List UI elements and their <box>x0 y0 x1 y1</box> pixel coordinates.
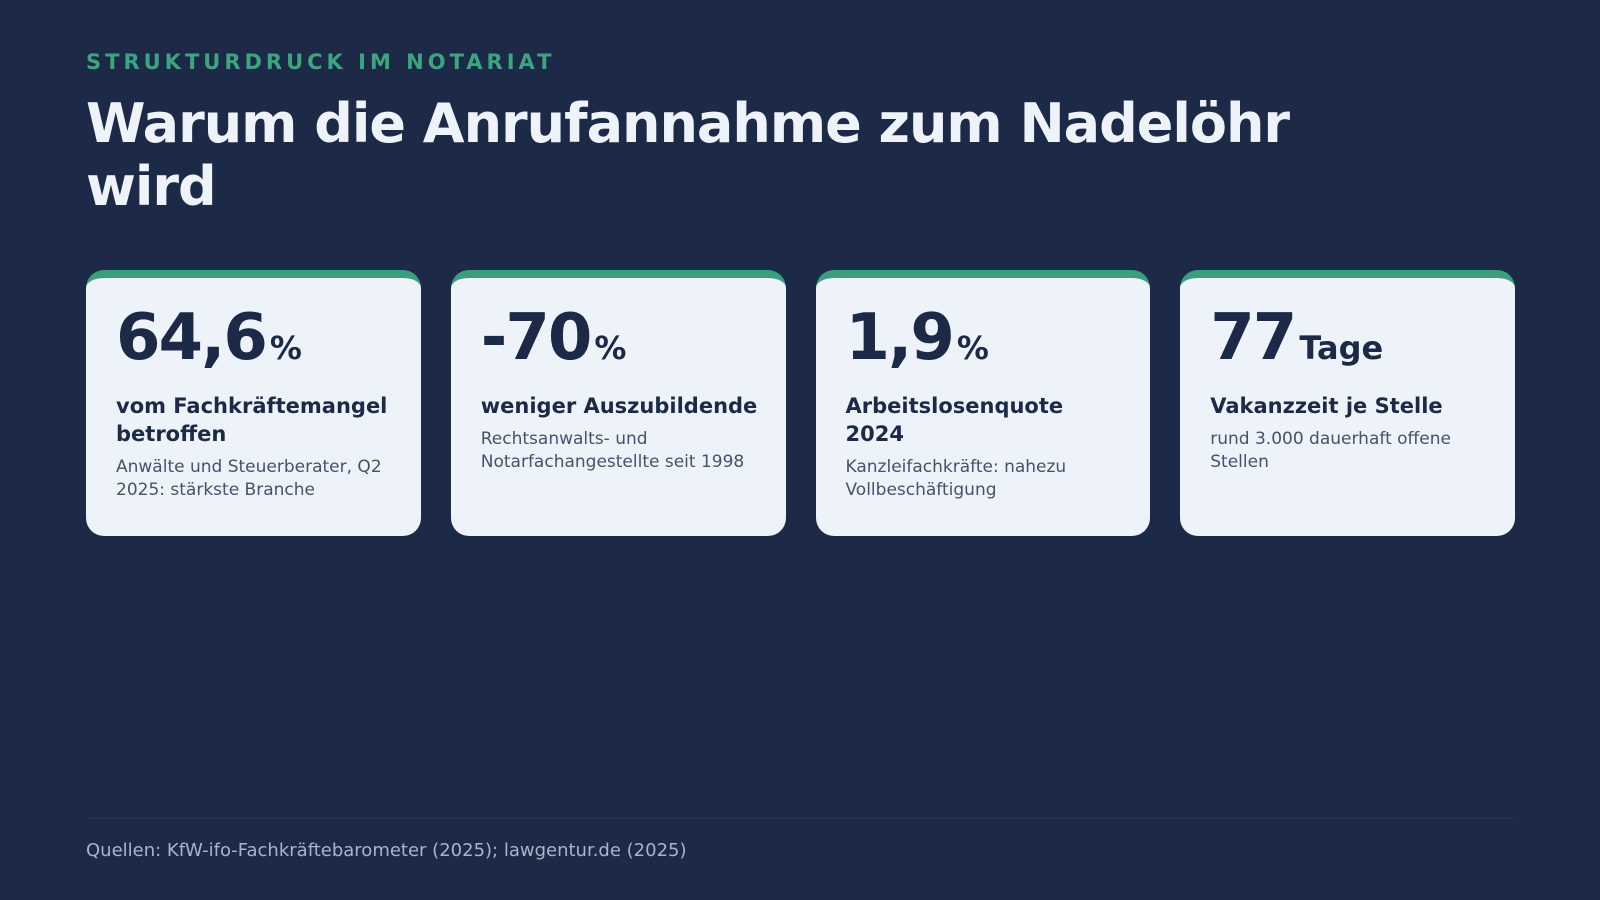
divider <box>86 818 1515 819</box>
stat-value: 77 <box>1210 301 1297 375</box>
stat-description: Kanzleifachkräfte: nahezu Vollbeschäftig… <box>845 457 1067 500</box>
stat-card: -70% weniger Auszubildende Rechtsanwalts- … <box>450 270 786 536</box>
stat-description: rund 3.000 dauerhaft offene Stellen <box>1210 429 1451 472</box>
stat-label: vom Fachkräftemangel betroffen <box>116 394 388 446</box>
stat-card: 64,6% vom Fachkräftemangel betroffen Anwäl… <box>86 270 421 536</box>
stat-label: Vakanzzeit je Stelle <box>1210 394 1443 418</box>
stat-card: 1,9% Arbeitslosenquote 2024 Kanzleifachkrä… <box>815 270 1151 536</box>
stat-unit: % <box>594 329 627 367</box>
card-row: 64,6% vom Fachkräftemangel betroffen Anwäl… <box>86 270 1515 536</box>
title: Warum die Anrufannahme zum Nadelöhr wird <box>86 92 1290 218</box>
stat-figure: 77 Tage <box>1210 300 1487 386</box>
stat-label: weniger Auszubildende <box>480 394 758 418</box>
stat-figure: -70% <box>481 300 758 386</box>
stat-unit: % <box>956 329 989 367</box>
stat-value: 64,6 <box>116 301 268 375</box>
stat-description: Anwälte und Steuerberater, Q2 2025: stär… <box>116 457 382 500</box>
stat-value: -70 <box>480 301 593 375</box>
stat-value: 1,9 <box>845 301 955 375</box>
stat-figure: 1,9% <box>846 300 1123 386</box>
stat-figure: 64,6% <box>116 300 393 386</box>
sources: Quellen: KfW-ifo-Fachkräftebarometer (20… <box>86 840 687 861</box>
stat-unit: % <box>269 329 302 367</box>
stat-label: Arbeitslosenquote 2024 <box>845 394 1064 446</box>
stat-card: 77 Tage Vakanzzeit je Stelle rund 3.000 dau… <box>1180 270 1515 536</box>
eyebrow: STRUKTURDRUCK IM NOTARIAT <box>86 50 556 74</box>
stat-description: Rechtsanwalts- und Notarfachangestellte … <box>480 429 745 472</box>
stat-unit: Tage <box>1299 329 1384 367</box>
